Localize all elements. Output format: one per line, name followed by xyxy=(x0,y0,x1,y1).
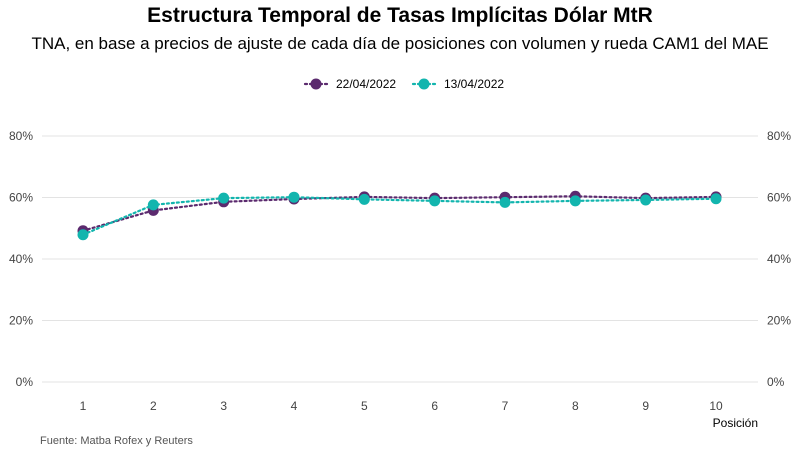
y-tick-label-left: 80% xyxy=(9,129,33,143)
data-point xyxy=(358,193,370,205)
y-tick-label-left: 40% xyxy=(9,252,33,266)
x-axis-label: Posición xyxy=(713,416,758,430)
data-point xyxy=(77,229,89,241)
grid xyxy=(42,135,758,383)
legend-label: 13/04/2022 xyxy=(444,77,504,91)
data-point xyxy=(499,196,511,208)
source-caption: Fuente: Matba Rofex y Reuters xyxy=(40,435,193,447)
y-tick-label-right: 80% xyxy=(767,129,791,143)
y-tick-label-left: 20% xyxy=(9,314,33,328)
x-tick-label: 10 xyxy=(709,399,723,413)
data-point xyxy=(569,195,581,207)
y-tick-label-right: 20% xyxy=(767,314,791,328)
y-tick-label-left: 60% xyxy=(9,191,33,205)
data-point xyxy=(429,195,441,207)
x-tick-label: 6 xyxy=(431,399,438,413)
data-point xyxy=(147,199,159,211)
x-tick-label: 9 xyxy=(642,399,649,413)
series-line xyxy=(81,195,718,232)
data-point xyxy=(640,194,652,206)
series-2 xyxy=(77,191,722,241)
y-tick-label-left: 0% xyxy=(16,375,34,389)
y-tick-label-right: 40% xyxy=(767,252,791,266)
y-axis-left: 0% 20% 40% 60% 80% xyxy=(9,129,33,389)
x-tick-label: 8 xyxy=(572,399,579,413)
x-tick-label: 5 xyxy=(361,399,368,413)
chart-title: Estructura Temporal de Tasas Implícitas … xyxy=(147,4,653,27)
chart-subtitle: TNA, en base a precios de ajuste de cada… xyxy=(31,34,769,53)
legend-label: 22/04/2022 xyxy=(336,77,396,91)
x-tick-label: 2 xyxy=(150,399,157,413)
legend-marker xyxy=(310,78,322,90)
data-point xyxy=(288,191,300,203)
data-point xyxy=(218,192,230,204)
y-tick-label-right: 60% xyxy=(767,191,791,205)
series-line xyxy=(81,196,718,236)
x-tick-label: 7 xyxy=(502,399,509,413)
x-tick-label: 4 xyxy=(291,399,298,413)
y-tick-label-right: 0% xyxy=(767,375,785,389)
x-tick-label: 3 xyxy=(220,399,227,413)
legend-marker xyxy=(418,78,430,90)
x-axis: 1 2 3 4 5 6 7 8 9 10 xyxy=(80,399,723,413)
x-tick-label: 1 xyxy=(80,399,87,413)
legend: 22/04/2022 13/04/2022 xyxy=(303,77,504,91)
legend-item-2: 13/04/2022 xyxy=(411,77,504,91)
y-axis-right: 0% 20% 40% 60% 80% xyxy=(767,129,791,389)
data-point xyxy=(710,193,722,205)
plot-area xyxy=(77,190,722,241)
legend-item-1: 22/04/2022 xyxy=(303,77,396,91)
